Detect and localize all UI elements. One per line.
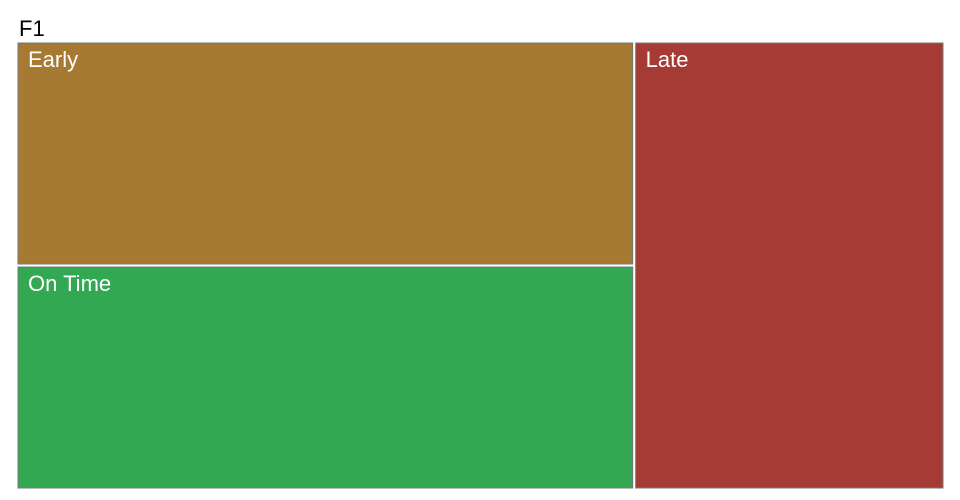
group-title: F1 bbox=[19, 16, 45, 41]
tiles-layer: Early On Time Late bbox=[17, 42, 944, 489]
tile-on-time[interactable]: On Time bbox=[17, 266, 634, 489]
tile-label-late: Late bbox=[646, 47, 689, 72]
tile-early[interactable]: Early bbox=[17, 42, 634, 265]
tile-late[interactable]: Late bbox=[635, 42, 944, 489]
tile-label-early: Early bbox=[28, 47, 78, 72]
tile-label-on-time: On Time bbox=[28, 271, 111, 296]
tile-rect-early[interactable] bbox=[17, 42, 634, 265]
tile-rect-late[interactable] bbox=[635, 42, 944, 489]
tile-rect-on-time[interactable] bbox=[17, 266, 634, 489]
